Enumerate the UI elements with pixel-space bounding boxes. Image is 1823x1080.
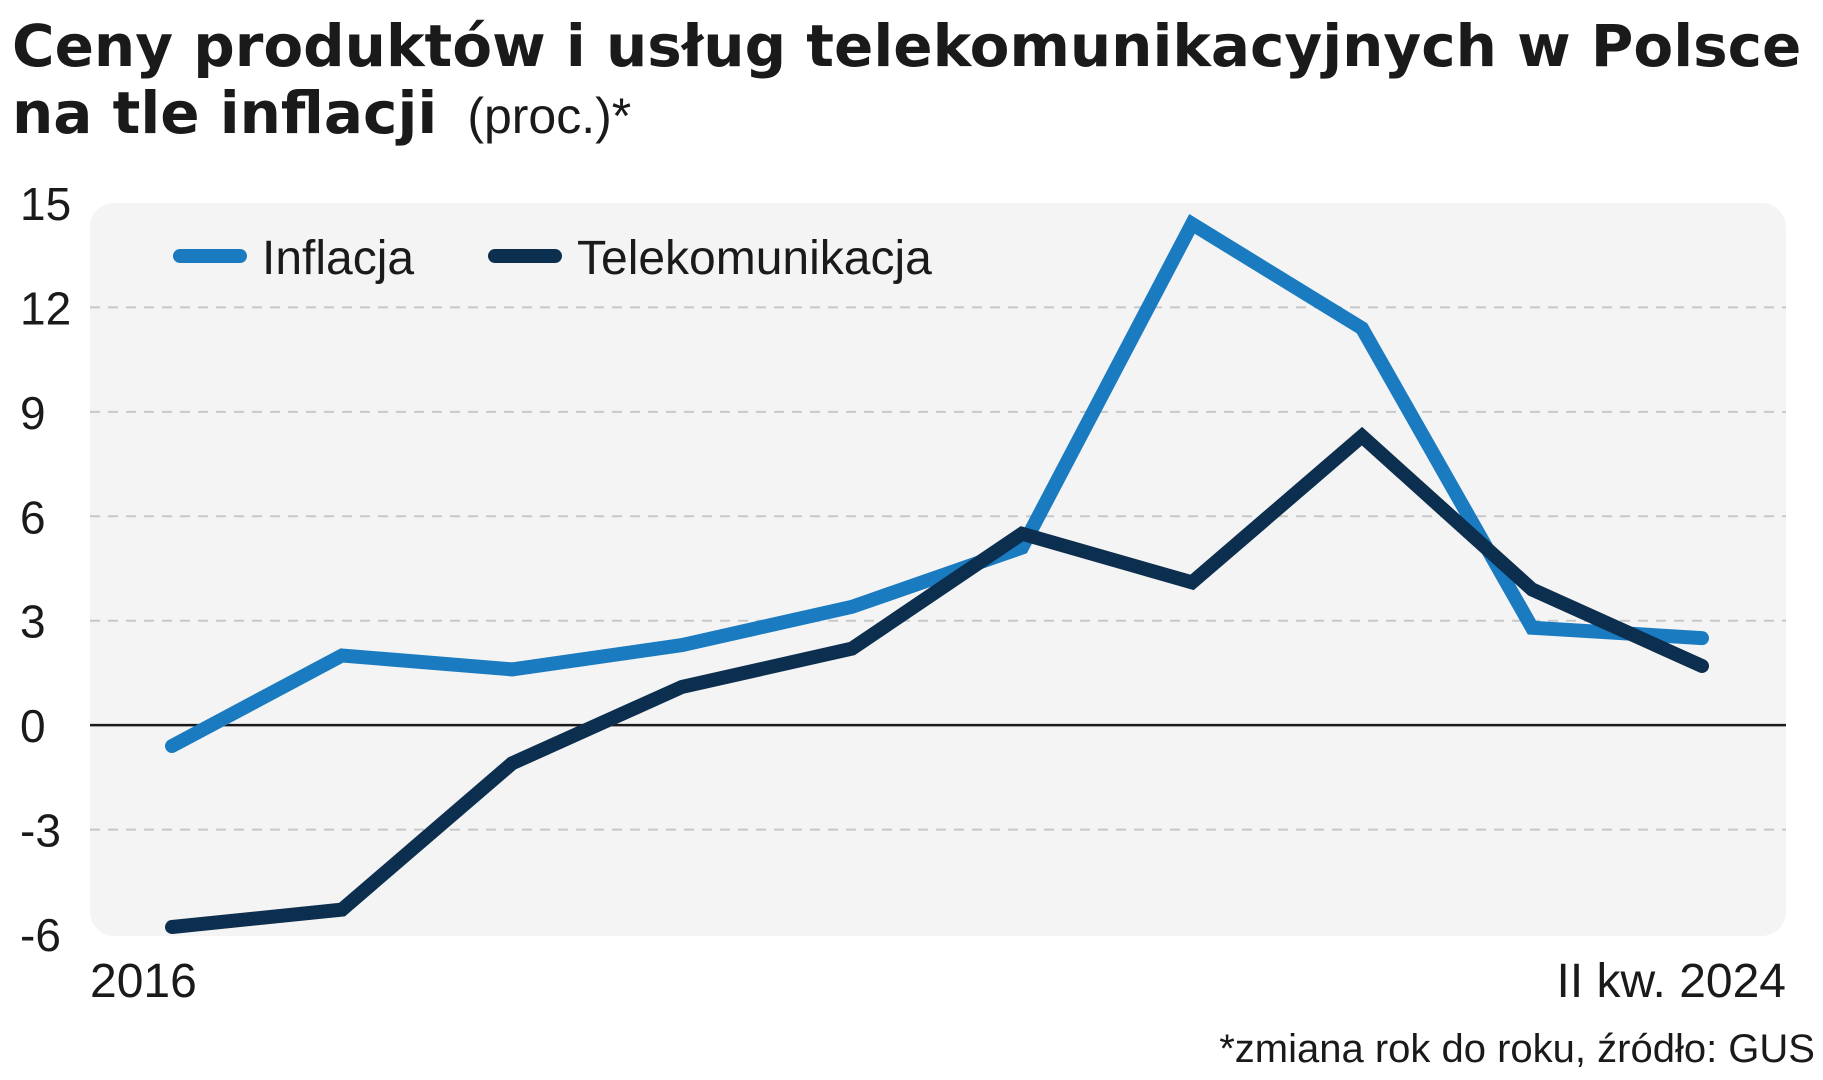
chart-unit: (proc.)* — [467, 88, 631, 144]
x-axis-end-label: II kw. 2024 — [1557, 955, 1786, 1008]
y-tick-label: 9 — [20, 387, 46, 439]
legend: Inflacja Telekomunikacja — [173, 232, 932, 285]
chart-title-line2-group: na tle inflacji (proc.)* — [12, 79, 631, 147]
series-lines — [165, 214, 1709, 934]
y-tick-label: 0 — [20, 700, 46, 752]
series-line-inflacja — [165, 214, 1709, 753]
y-tick-label: -3 — [20, 805, 61, 857]
y-tick-label: 15 — [20, 178, 71, 230]
y-tick-label: -6 — [20, 909, 61, 961]
legend-label-telekomunikacja: Telekomunikacja — [577, 232, 932, 285]
legend-label-inflacja: Inflacja — [262, 232, 414, 285]
chart-title-line2: na tle inflacji — [12, 79, 437, 147]
x-axis-start-label: 2016 — [90, 955, 197, 1008]
chart-title-line1: Ceny produktów i usług telekomunikacyjny… — [12, 12, 1801, 80]
gridlines — [90, 306, 1786, 831]
series-line-telekomunikacja — [165, 426, 1709, 934]
y-tick-label: 12 — [20, 282, 71, 334]
y-tick-label: 6 — [20, 491, 46, 543]
footnote: *zmiana rok do roku, źródło: GUS — [1219, 1027, 1815, 1071]
y-axis-ticks: 15 12 9 6 3 0 -3 -6 — [20, 178, 71, 961]
y-tick-label: 3 — [20, 596, 46, 648]
